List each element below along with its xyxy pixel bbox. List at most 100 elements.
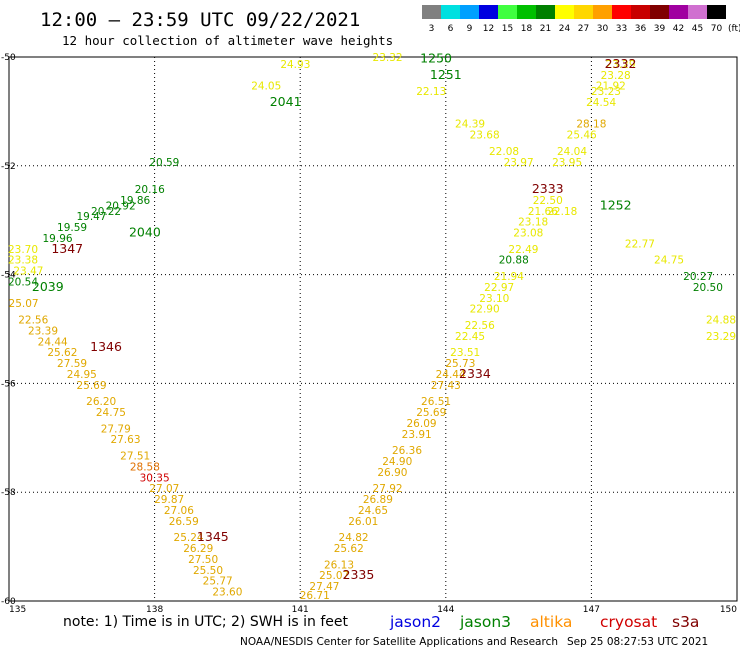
time-label: 2332 bbox=[605, 56, 637, 71]
wave-height-label: 22.49 bbox=[508, 244, 538, 256]
time-labels: 1347 1346 1345 2335 2334 2333 2332 1252 1251 1250… bbox=[32, 50, 637, 582]
wave-height-label: 27.92 bbox=[373, 483, 403, 495]
legend-swatch bbox=[479, 5, 498, 19]
lat-tick-label: -54 bbox=[1, 271, 16, 281]
legend-swatch bbox=[441, 5, 460, 19]
wave-height-label: 23.29 bbox=[706, 331, 736, 343]
wave-height-label: 24.65 bbox=[358, 505, 388, 517]
wave-height-label: 23.38 bbox=[8, 255, 38, 267]
time-label: 2040 bbox=[129, 225, 161, 240]
legend-label: 15 bbox=[502, 24, 513, 34]
wave-height-label: 23.23 bbox=[591, 86, 621, 98]
legend-label: 18 bbox=[521, 24, 533, 34]
wave-height-label: 27.51 bbox=[120, 451, 150, 463]
legend-label: 42 bbox=[673, 24, 684, 34]
wave-height-label: 25.07 bbox=[9, 298, 39, 310]
axis-ticks: 135 138 141 144 147 150 -50 -52 -54 -56 -58 -60 bbox=[1, 53, 737, 615]
lon-tick-label: 144 bbox=[437, 605, 454, 615]
legend-swatch bbox=[422, 5, 441, 19]
wave-height-label: 24.95 bbox=[67, 369, 97, 381]
wave-height-label: 27.50 bbox=[188, 554, 218, 566]
legend-label: 27 bbox=[578, 24, 589, 34]
wave-height-label: 22.45 bbox=[455, 331, 485, 343]
legend-label: 70 bbox=[711, 24, 723, 34]
wave-height-label: 22.90 bbox=[470, 304, 500, 316]
satellite-legend: jason2 jason3 altika cryosat s3a bbox=[389, 613, 699, 631]
wave-height-label: 23.29 bbox=[605, 59, 635, 71]
wave-height-label: 26.59 bbox=[169, 516, 199, 528]
legend-swatch bbox=[650, 5, 669, 19]
wave-height-label: 25.07 bbox=[319, 570, 349, 582]
wave-height-label: 21.66 bbox=[528, 206, 558, 218]
wave-height-label: 22.08 bbox=[489, 146, 519, 158]
wave-height-label: 19.86 bbox=[120, 195, 150, 207]
wave-height-label: 25.46 bbox=[567, 130, 597, 142]
time-label: 1252 bbox=[600, 197, 632, 212]
wave-height-label: 26.89 bbox=[363, 494, 393, 506]
wave-height-label: 24.75 bbox=[654, 255, 684, 267]
wave-height-label: 24.04 bbox=[557, 146, 587, 158]
wave-height-label: 22.18 bbox=[547, 206, 577, 218]
satellite-cryosat: cryosat bbox=[600, 613, 657, 631]
time-label: 1346 bbox=[90, 339, 122, 354]
satellite-altika: altika bbox=[530, 613, 572, 631]
wave-height-label: 23.68 bbox=[470, 130, 500, 142]
wave-height-label: 26.71 bbox=[300, 590, 330, 602]
wave-height-label: 26.36 bbox=[392, 445, 422, 457]
legend-swatch bbox=[707, 5, 726, 19]
wave-height-label: 23.18 bbox=[518, 217, 548, 229]
lon-tick-label: 147 bbox=[583, 605, 600, 615]
legend-unit: (ft) bbox=[728, 24, 740, 34]
wave-height-label: 25.50 bbox=[193, 565, 223, 577]
wave-height-label: 27.07 bbox=[149, 483, 179, 495]
lat-tick-label: -56 bbox=[1, 379, 16, 389]
wave-height-label: 27.79 bbox=[101, 423, 131, 435]
wave-height-label: 24.39 bbox=[455, 119, 485, 131]
page-subtitle: 12 hour collection of altimeter wave hei… bbox=[62, 33, 393, 48]
wave-height-label: 22.56 bbox=[465, 320, 495, 332]
footer-timestamp: Sep 25 08:27:53 UTC 2021 bbox=[567, 636, 708, 648]
time-label: 1250 bbox=[420, 50, 452, 65]
legend-label: 12 bbox=[483, 24, 494, 34]
wave-height-label: 25.69 bbox=[416, 407, 446, 419]
track-1346: 25.07 22.5623.3924.4425.6227.5924.9525.69… bbox=[9, 298, 243, 598]
wave-height-label: 19.47 bbox=[76, 211, 106, 223]
wave-height-label: 26.13 bbox=[324, 559, 354, 571]
wave-height-label: 22.77 bbox=[625, 238, 655, 250]
satellite-jason3: jason3 bbox=[459, 613, 511, 631]
legend-swatch bbox=[669, 5, 688, 19]
legend-swatch bbox=[593, 5, 612, 19]
wave-height-label: 27.59 bbox=[57, 358, 87, 370]
wave-height-label: 26.01 bbox=[348, 516, 378, 528]
time-label: 2333 bbox=[532, 181, 564, 196]
wave-height-label: 23.47 bbox=[13, 266, 43, 278]
wave-height-label: 24.75 bbox=[96, 407, 126, 419]
wave-height-label: 19.96 bbox=[43, 233, 73, 245]
wave-height-label: 28.18 bbox=[576, 119, 606, 131]
legend-swatch bbox=[574, 5, 593, 19]
wave-height-label: 19.59 bbox=[57, 222, 87, 234]
satellite-s3a: s3a bbox=[672, 613, 699, 631]
wave-height-label: 26.90 bbox=[377, 467, 407, 479]
wave-height-label: 20.22 bbox=[91, 206, 121, 218]
wave-height-label: 23.60 bbox=[212, 587, 242, 599]
legend-label: 39 bbox=[654, 24, 666, 34]
time-label: 2039 bbox=[32, 279, 64, 294]
wave-height-label: 22.50 bbox=[533, 195, 563, 207]
wave-height-label: 27.63 bbox=[110, 434, 140, 446]
wave-height-label: 22.97 bbox=[484, 282, 514, 294]
legend-swatch bbox=[517, 5, 536, 19]
time-label: 1345 bbox=[197, 529, 229, 544]
plot-frame bbox=[8, 56, 738, 602]
wave-height-label: 24.88 bbox=[706, 315, 736, 327]
footer-note: note: 1) Time is in UTC; 2) SWH is in fe… bbox=[63, 614, 349, 630]
wave-height-label: 21.92 bbox=[596, 81, 626, 93]
legend-label: 24 bbox=[559, 24, 571, 34]
wave-height-label: 24.93 bbox=[280, 59, 310, 71]
wave-height-label: 23.51 bbox=[450, 347, 480, 359]
legend-swatch bbox=[498, 5, 517, 19]
